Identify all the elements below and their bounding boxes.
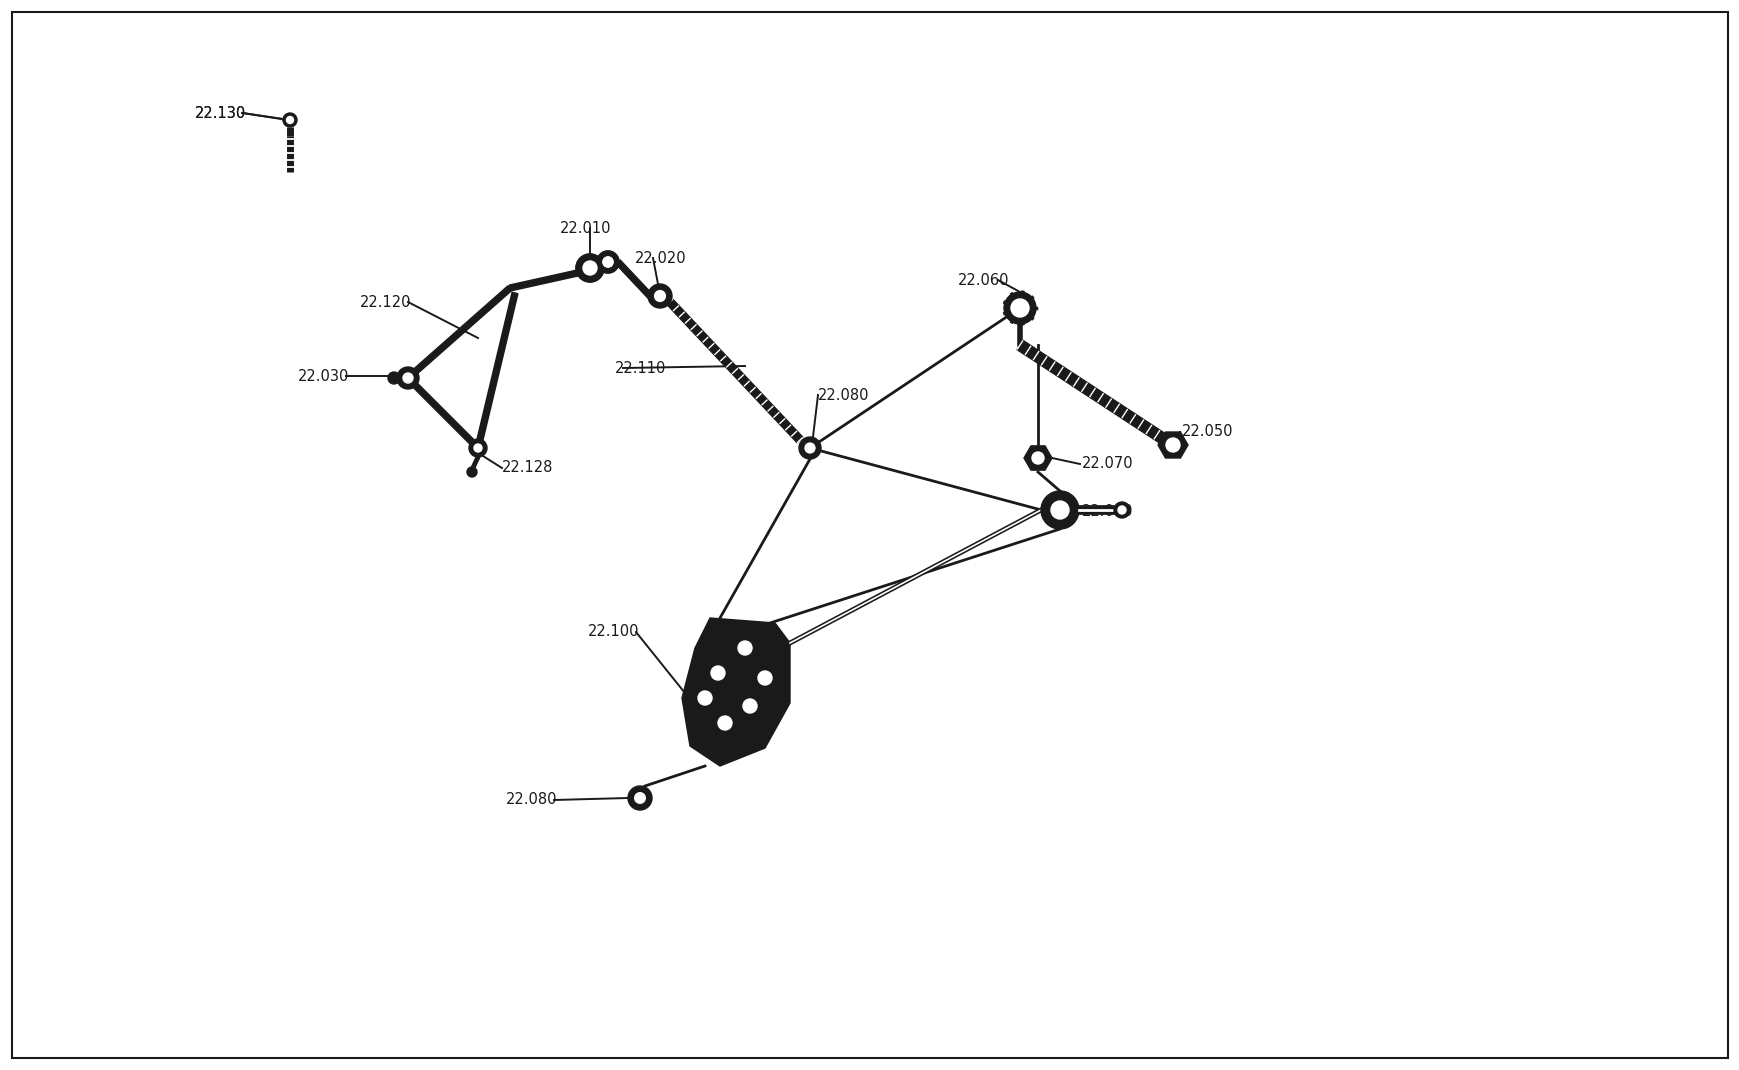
- Circle shape: [1165, 438, 1179, 452]
- Circle shape: [805, 443, 814, 453]
- Circle shape: [737, 641, 751, 655]
- Circle shape: [396, 367, 419, 389]
- Text: 22.128: 22.128: [503, 460, 553, 475]
- Circle shape: [584, 262, 596, 274]
- Circle shape: [697, 691, 711, 705]
- Circle shape: [470, 439, 487, 457]
- Circle shape: [1118, 506, 1125, 514]
- Circle shape: [466, 467, 476, 477]
- Text: 22.080: 22.080: [506, 793, 556, 808]
- Circle shape: [283, 113, 297, 127]
- Circle shape: [635, 793, 645, 804]
- Polygon shape: [1158, 432, 1188, 458]
- Circle shape: [603, 257, 612, 268]
- Circle shape: [603, 257, 612, 268]
- Text: 22.080: 22.080: [817, 387, 870, 402]
- Circle shape: [798, 437, 821, 459]
- Circle shape: [473, 444, 482, 452]
- Circle shape: [1031, 452, 1043, 464]
- Circle shape: [583, 261, 596, 275]
- Text: 22.130: 22.130: [195, 106, 247, 121]
- Text: 22.030: 22.030: [297, 368, 350, 383]
- Polygon shape: [475, 292, 518, 448]
- Polygon shape: [1024, 446, 1052, 470]
- Circle shape: [758, 671, 772, 685]
- Circle shape: [1050, 501, 1068, 519]
- Circle shape: [388, 372, 400, 384]
- Text: 22.040: 22.040: [1082, 504, 1132, 520]
- Circle shape: [628, 786, 652, 810]
- Circle shape: [718, 716, 732, 730]
- Polygon shape: [588, 257, 610, 274]
- Circle shape: [403, 373, 412, 383]
- Text: 22.110: 22.110: [614, 361, 666, 376]
- Text: 22.120: 22.120: [360, 294, 410, 309]
- Circle shape: [654, 291, 664, 302]
- Polygon shape: [1016, 340, 1167, 445]
- Circle shape: [1113, 502, 1129, 518]
- Circle shape: [287, 117, 294, 123]
- Circle shape: [576, 254, 603, 282]
- Text: 22.100: 22.100: [588, 625, 640, 640]
- Text: 22.130: 22.130: [195, 106, 247, 121]
- Circle shape: [1003, 292, 1035, 324]
- Circle shape: [596, 251, 619, 273]
- Polygon shape: [510, 265, 600, 291]
- Circle shape: [596, 251, 619, 273]
- Circle shape: [711, 666, 725, 681]
- Polygon shape: [405, 286, 511, 380]
- Polygon shape: [666, 300, 802, 443]
- Circle shape: [743, 699, 756, 713]
- Circle shape: [647, 284, 671, 308]
- Circle shape: [576, 254, 603, 282]
- Circle shape: [1010, 299, 1028, 317]
- Text: 22.050: 22.050: [1181, 425, 1233, 440]
- Polygon shape: [616, 260, 652, 299]
- Polygon shape: [410, 381, 480, 450]
- Text: 22.010: 22.010: [560, 220, 610, 235]
- Text: 22.070: 22.070: [1082, 457, 1134, 472]
- Text: 22.060: 22.060: [958, 273, 1009, 288]
- Text: 22.020: 22.020: [635, 250, 687, 265]
- Polygon shape: [682, 618, 790, 766]
- Circle shape: [1040, 491, 1078, 529]
